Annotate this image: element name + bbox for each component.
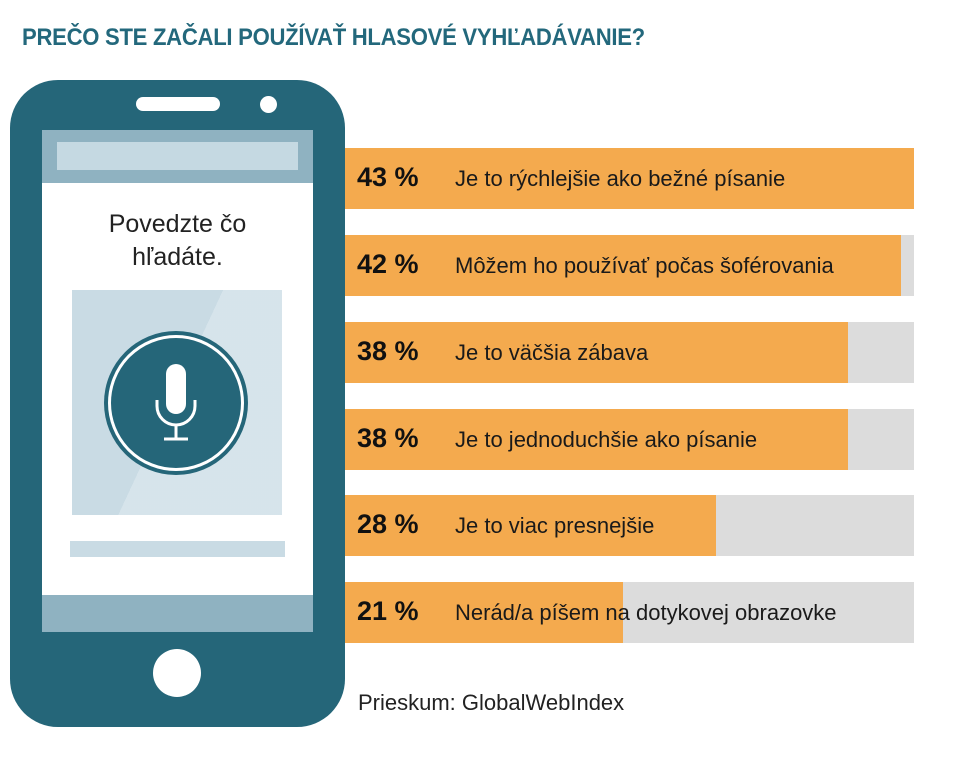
bar-row: 43 % Je to rýchlejšie ako bežné písanie [345,148,914,209]
phone-home-button [153,649,201,697]
category-label: Je to rýchlejšie ako bežné písanie [455,166,786,191]
value-label: 43 % [357,162,419,192]
category-label: Je to jednoduchšie ako písanie [455,427,758,452]
bar-fill [345,148,914,209]
bar-row: 21 % Nerád/a píšem na dotykovej obrazovke [345,582,914,643]
microphone-icon [108,335,244,471]
bar-row: 38 % Je to väčšia zábava [345,322,914,383]
source-note: Prieskum: GlobalWebIndex [358,690,625,715]
value-label: 28 % [357,509,419,539]
category-label: Je to väčšia zábava [455,340,649,365]
bar-fill [345,235,901,296]
bar-row: 38 % Je to jednoduchšie ako písanie [345,409,914,470]
bar-fill [345,495,716,556]
screen-search-bar [70,541,285,557]
chart-title: PREČO STE ZAČALI POUŽÍVAŤ HLASOVÉ VYHĽAD… [22,24,645,51]
value-label: 38 % [357,336,419,366]
screen-bottom-band [42,595,313,632]
prompt-line-1: Povedzte čo [108,210,247,238]
screen-top-band [42,130,313,183]
bar-row: 28 % Je to viac presnejšie [345,495,914,556]
voice-prompt: Povedzte čo hľadáte. [42,208,313,274]
value-label: 38 % [357,423,419,453]
category-label: Nerád/a píšem na dotykovej obrazovke [455,600,837,625]
bar-fill [345,409,848,470]
value-label: 21 % [357,596,419,626]
bar-row: 42 % Môžem ho používať počas šoférovania [345,235,914,296]
prompt-line-2: hľadáte. [132,243,223,271]
value-label: 42 % [357,249,419,279]
phone-camera [260,96,277,113]
category-label: Môžem ho používať počas šoférovania [455,253,834,278]
phone-screen: Povedzte čo hľadáte. [42,130,313,632]
category-label: Je to viac presnejšie [455,513,655,538]
screen-top-bar [57,142,298,170]
bar-fill [345,582,623,643]
bar-fill [345,322,848,383]
phone-speaker [136,97,220,111]
